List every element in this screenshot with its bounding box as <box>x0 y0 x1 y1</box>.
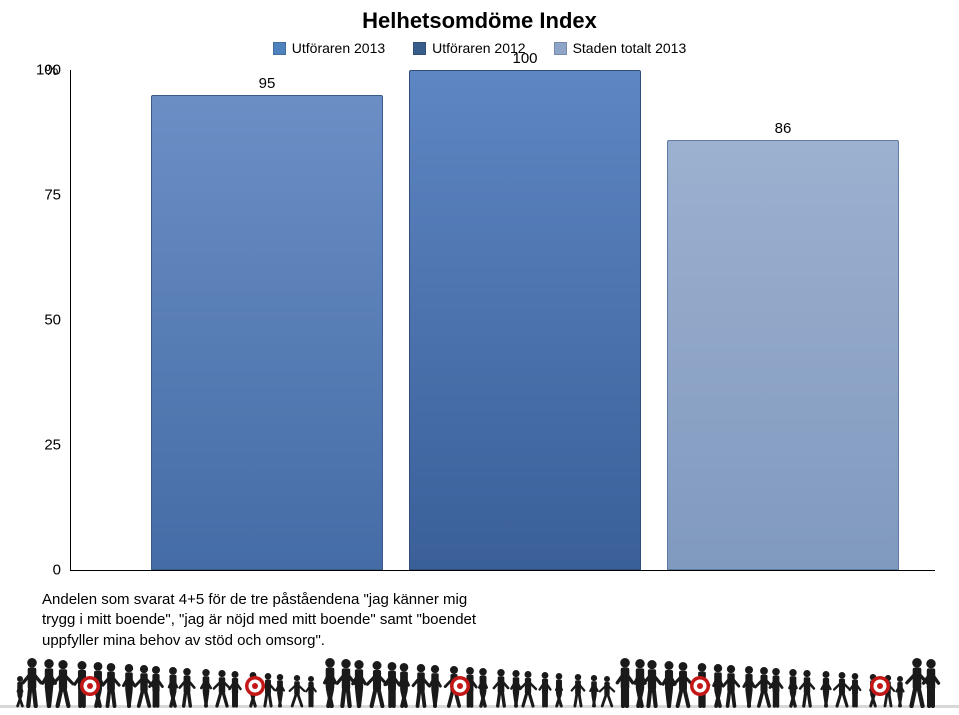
bar-value-2: 100 <box>410 50 640 67</box>
ytick-50: 50 <box>44 312 71 329</box>
bar-value-3: 86 <box>668 120 898 137</box>
chart-caption: Andelen som svarat 4+5 för de tre påståe… <box>42 590 476 651</box>
ytick-25: 25 <box>44 437 71 454</box>
chart-title: Helhetsomdöme Index <box>0 8 959 34</box>
legend-label-1: Utföraren 2013 <box>292 40 385 56</box>
caption-line-3: uppfyller mina behov av stöd och omsorg"… <box>42 631 476 651</box>
footer-crowd-image <box>0 656 959 708</box>
bar-3: 86 <box>667 140 899 570</box>
bar-value-1: 95 <box>152 75 382 92</box>
bar-1: 95 <box>151 95 383 570</box>
plot-area: % 02550751009510086 <box>70 70 935 571</box>
bar-2: 100 <box>409 70 641 570</box>
caption-line-1: Andelen som svarat 4+5 för de tre påståe… <box>42 590 476 610</box>
legend-item-1: Utföraren 2013 <box>273 40 385 56</box>
caption-line-2: trygg i mitt boende", "jag är nöjd med m… <box>42 610 476 630</box>
legend-swatch-1 <box>273 42 286 55</box>
ytick-0: 0 <box>53 562 71 579</box>
ytick-75: 75 <box>44 187 71 204</box>
ytick-100: 100 <box>36 62 71 79</box>
page: { "chart": { "type": "bar", "title": "He… <box>0 0 959 715</box>
